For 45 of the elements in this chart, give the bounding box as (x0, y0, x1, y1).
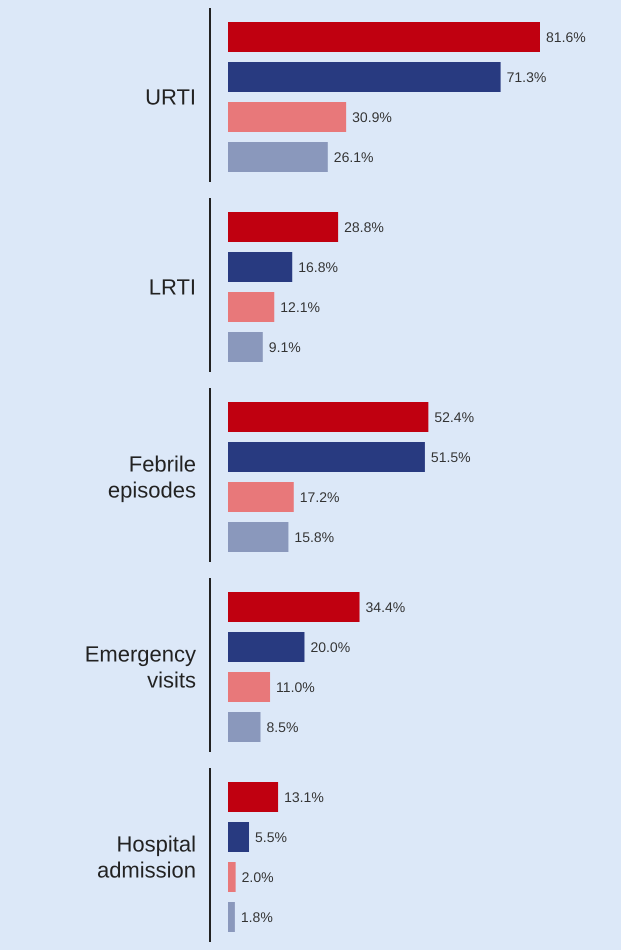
bar (228, 592, 360, 622)
data-label: 81.6% (546, 28, 586, 45)
bar (228, 862, 236, 892)
data-label: 5.5% (255, 828, 287, 845)
data-label: 9.1% (268, 338, 301, 355)
data-label: 11.0% (276, 678, 315, 695)
data-label: 30.9% (352, 108, 392, 125)
bar (228, 672, 270, 702)
bar (228, 142, 328, 172)
bar (228, 442, 425, 472)
bar (228, 102, 346, 132)
y-tick-label: Febrile episodes (108, 452, 196, 503)
y-tick-label: Emergency visits (84, 642, 196, 693)
data-label: 12.1% (280, 298, 320, 315)
bar (228, 402, 428, 432)
data-label: 26.1% (334, 148, 374, 165)
data-label: 20.0% (310, 638, 350, 655)
bar (228, 292, 274, 322)
data-label: 34.4% (366, 598, 406, 615)
data-label: 51.5% (430, 448, 471, 465)
data-label: 52.4% (434, 408, 474, 425)
y-tick-label: URTI (145, 84, 196, 110)
bar (228, 782, 278, 812)
y-tick-label: LRTI (148, 274, 196, 300)
data-label: 13.1% (284, 788, 324, 805)
bar (228, 902, 235, 932)
data-label: 1.8% (240, 908, 273, 925)
data-label: 2.0% (242, 868, 274, 885)
bar (228, 822, 250, 852)
bar (228, 332, 263, 362)
data-label: 71.3% (506, 68, 546, 85)
bar (228, 632, 304, 662)
bar (228, 522, 288, 552)
bar (228, 252, 292, 282)
bar (228, 482, 294, 512)
data-label: 15.8% (294, 528, 334, 545)
data-label: 16.8% (298, 258, 338, 275)
bar (228, 22, 540, 52)
y-tick-label: Hospital admission (96, 832, 196, 883)
bar (228, 212, 338, 242)
data-label: 28.8% (344, 218, 384, 235)
bar (228, 712, 260, 742)
data-label: 8.5% (266, 718, 298, 735)
bar (228, 62, 501, 92)
data-label: 17.2% (300, 488, 340, 505)
